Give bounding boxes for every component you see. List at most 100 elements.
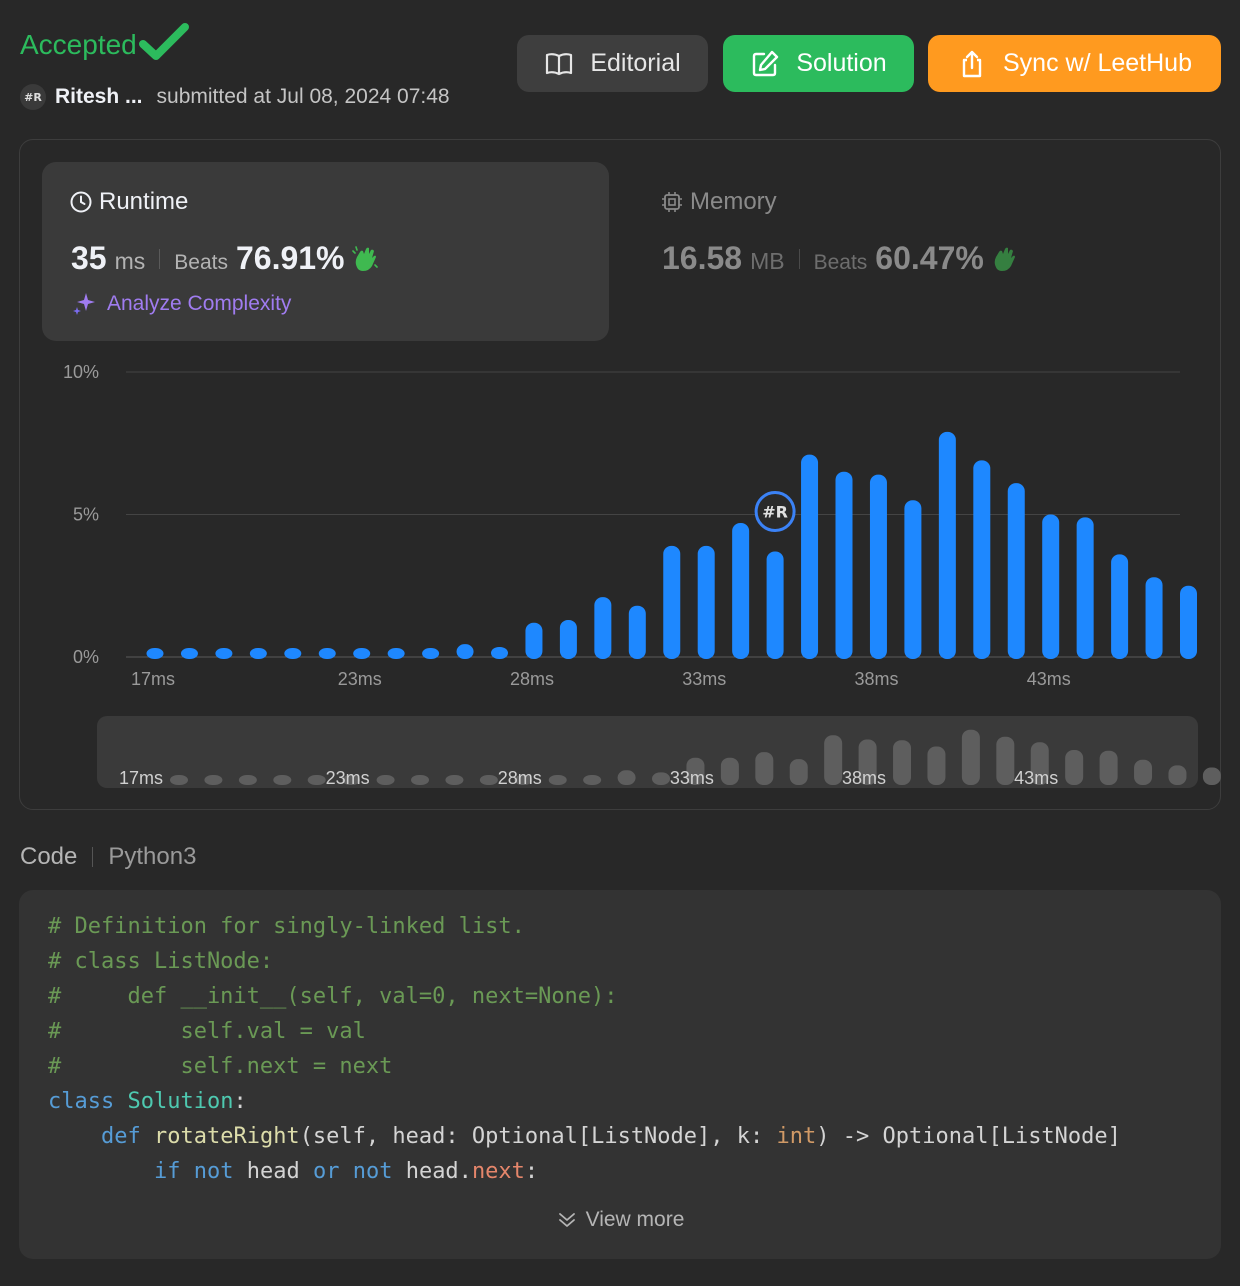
solution-button[interactable]: Solution (723, 35, 914, 92)
chart-bar[interactable] (525, 622, 543, 659)
scrubber-bar (927, 746, 946, 785)
runtime-beats-label: Beats (174, 251, 228, 274)
chart-bars[interactable] (146, 431, 1198, 660)
stats-panel (19, 139, 1221, 810)
divider (159, 248, 161, 269)
scrubber-bar (342, 775, 361, 785)
clap-hand-icon (351, 245, 378, 271)
chart-bar[interactable] (284, 648, 302, 659)
x-tick-label: 28ms (510, 669, 554, 689)
scrubber-tick-label: 33ms (670, 768, 714, 788)
chart-bar[interactable] (215, 648, 233, 659)
chart-bar[interactable] (801, 454, 819, 659)
scrubber-bar (961, 729, 980, 785)
x-tick-label: 43ms (1027, 669, 1071, 689)
runtime-label: Runtime (69, 188, 188, 216)
x-tick-label: 23ms (338, 669, 382, 689)
chart-bar[interactable] (180, 648, 198, 659)
analyze-complexity-link[interactable]: Analyze Complexity (71, 291, 291, 317)
chart-bar[interactable] (973, 460, 991, 659)
memory-value: 16.58 (662, 240, 743, 276)
scrubber-bar (376, 775, 395, 785)
chart-bar[interactable] (146, 648, 164, 659)
highlight-marker: #R (754, 491, 796, 533)
edit-icon (753, 50, 779, 76)
chart-bar[interactable] (1111, 554, 1129, 659)
scrubber-bar (204, 775, 223, 785)
clap-hand-icon (994, 247, 1015, 271)
runtime-distribution-chart[interactable]: 0% 5% 10% 17ms 23ms 28ms 33ms 38ms 43ms #R 17ms… (0, 0, 1240, 810)
chart-bar[interactable] (594, 597, 612, 659)
runtime-beats-value: 76.91% (235, 240, 345, 276)
check-icon (138, 23, 189, 60)
chart-bar[interactable] (387, 648, 405, 659)
scrubber-bar (445, 775, 464, 785)
scrubber-bar (996, 736, 1015, 785)
y-tick-label: 0% (73, 647, 99, 667)
sparkle-icon (73, 293, 95, 315)
chart-bar[interactable] (318, 648, 336, 659)
chart-bar[interactable] (1042, 514, 1060, 660)
chart-bar[interactable] (628, 605, 646, 659)
chart-bar[interactable] (766, 551, 784, 659)
x-tick-label: 17ms (131, 669, 175, 689)
scrubber-bar (307, 775, 326, 785)
sync-leethub-button[interactable]: Sync w/ LeetHub (928, 35, 1221, 92)
scrubber-bar (1168, 765, 1187, 785)
scrubber-bar (514, 775, 533, 785)
range-scrubber[interactable] (97, 716, 1198, 788)
code-line: # self.next = next (48, 1054, 393, 1079)
x-tick-label: 38ms (854, 669, 898, 689)
x-tick-label: 33ms (682, 669, 726, 689)
book-icon (546, 52, 573, 75)
view-more-button[interactable]: View more (19, 1208, 1221, 1232)
scrubber-tick-label: 38ms (842, 768, 886, 788)
divider (92, 847, 94, 867)
chart-bar[interactable] (422, 648, 440, 659)
range-scrubber-ticks: 17ms 23ms 28ms 33ms 38ms 43ms (119, 768, 1058, 788)
chart-bar[interactable] (938, 431, 956, 659)
chart-bar[interactable] (1145, 577, 1163, 659)
user-marker (754, 491, 796, 533)
scrubber-tick-label: 17ms (119, 768, 163, 788)
editorial-button[interactable]: Editorial (517, 35, 708, 92)
chart-bar[interactable] (904, 500, 922, 659)
scrubber-bar (686, 757, 705, 785)
chart-bar[interactable] (1076, 517, 1094, 659)
chart-bar[interactable] (697, 545, 715, 659)
chart-bar[interactable] (663, 545, 681, 659)
scrubber-bar (1099, 750, 1118, 785)
memory-unit: MB (750, 248, 785, 274)
chart-grid (126, 371, 1180, 658)
share-icon (962, 50, 982, 77)
chart-bar[interactable] (249, 648, 267, 659)
code-line: class Solution: (48, 1089, 247, 1114)
chart-bar[interactable] (869, 474, 887, 659)
chart-bar[interactable] (491, 647, 508, 659)
code-block[interactable]: # Definition for singly-linked list. # c… (19, 890, 1221, 1259)
avatar[interactable]: #R (20, 84, 46, 110)
chart-bar[interactable] (353, 648, 371, 659)
scrubber-bar (273, 775, 292, 785)
y-tick-label: 10% (63, 362, 99, 382)
chart-bar[interactable] (559, 619, 577, 659)
runtime-value: 35 (71, 240, 107, 276)
scrubber-bar (548, 775, 567, 785)
y-tick-label: 5% (73, 505, 99, 525)
chip-icon (662, 192, 682, 212)
submission-meta: #R Ritesh ... submitted at Jul 08, 2024 … (20, 84, 450, 110)
chart-bar[interactable] (1007, 483, 1025, 659)
chart-bar[interactable] (732, 523, 750, 659)
code-line: # Definition for singly-linked list. (48, 914, 525, 939)
scrubber-bar (1030, 742, 1049, 785)
chart-bar[interactable] (456, 644, 474, 659)
code-label: Code (20, 843, 78, 870)
username[interactable]: Ritesh ... (55, 85, 143, 108)
scrubber-bar (720, 757, 739, 785)
sync-label: Sync w/ LeetHub (1003, 49, 1192, 77)
scrubber-tick-label: 23ms (326, 768, 370, 788)
chart-bar[interactable] (1180, 585, 1197, 659)
runtime-card[interactable]: Runtime 35 ms Beats 76.91% Analyze Compl… (42, 162, 609, 341)
chart-bar[interactable] (835, 471, 853, 659)
editorial-label: Editorial (590, 49, 681, 77)
